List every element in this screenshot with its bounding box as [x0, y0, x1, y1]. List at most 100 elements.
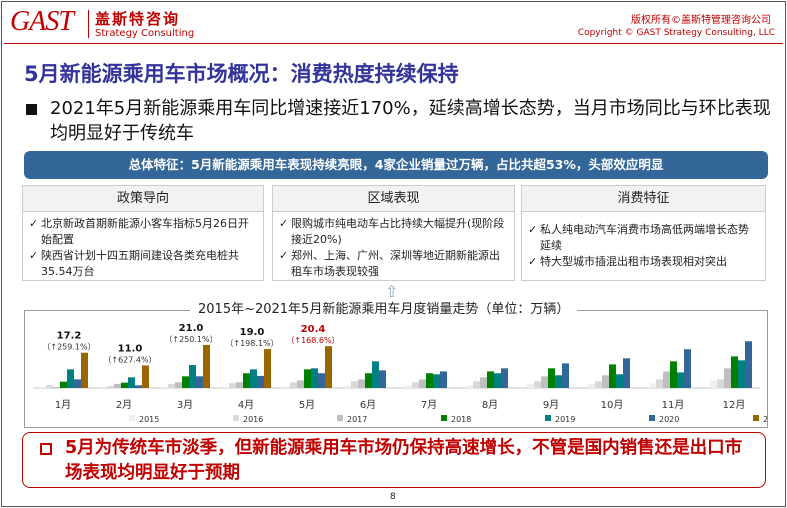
bar-2016-8	[473, 381, 480, 388]
policy-box: 政策导向 ✓ 北京新政首期新能源小客车指标5月26日开始配置 ✓ 陕西省计划十四五期…	[22, 185, 264, 281]
bar-2018-10	[609, 364, 616, 388]
bullet-text: 2021年5月新能源乘用车同比增速接近170%，延续高增长态势，当月市场同比与环…	[50, 98, 771, 144]
legend-swatch-2016	[233, 415, 239, 421]
bar-2015-11	[649, 383, 656, 388]
bar-2018-11	[670, 361, 677, 388]
header-divider	[4, 43, 783, 44]
item-text: 限购城市纯电动车占比持续大幅提升(现阶段接近20%)	[291, 217, 505, 246]
bar-2017-7	[419, 379, 426, 388]
bar-2020-10	[623, 358, 630, 388]
sales-chart: 1月 17.2 （↑259.1%） 2月 11.0 （↑627.4%） 3月 21.0 （↑25…	[24, 310, 783, 428]
bar-2019-11	[677, 372, 684, 388]
region-box: 区域表现 ✓ 限购城市纯电动车占比持续大幅提升(现阶段接近20%) ✓ 郑州、上海、…	[272, 185, 515, 281]
bar-2020-8	[501, 368, 508, 388]
bar-2015-3	[161, 387, 168, 388]
bar-2018-6	[365, 373, 372, 388]
hollow-square-icon	[40, 443, 52, 455]
box-header: 政策导向	[23, 186, 263, 212]
copyright-cn: 版权所有©盖斯特管理咨询公司	[631, 15, 771, 26]
gast-logo: GAST	[10, 6, 74, 37]
legend-label: 2021	[763, 415, 767, 424]
bar-2017-2	[114, 383, 121, 388]
legend-swatch-2015	[129, 415, 135, 421]
month-label: 8月	[482, 399, 498, 411]
page-number: 8	[390, 492, 396, 502]
bar-2019-7	[433, 374, 440, 388]
data-label-value: 17.2	[57, 331, 82, 342]
bar-2016-7	[412, 382, 419, 388]
bar-2017-8	[480, 377, 487, 388]
bar-2017-9	[541, 376, 548, 388]
data-label-growth: （↑168.6%）	[286, 336, 339, 345]
check-icon: ✓	[279, 217, 289, 230]
bar-2019-6	[372, 361, 379, 388]
check-icon: ✓	[528, 223, 538, 236]
item-text: 郑州、上海、广州、深圳等地近期新能源出租车市场表现较强	[291, 249, 500, 278]
bar-2016-2	[107, 385, 114, 388]
data-label-value: 19.0	[240, 327, 265, 338]
bar-2015-6	[344, 385, 351, 388]
bar-2017-6	[358, 379, 365, 388]
bar-2016-6	[351, 381, 358, 388]
legend-swatch-2018	[441, 415, 447, 421]
data-label-value: 11.0	[118, 343, 143, 354]
bar-2016-12	[717, 379, 724, 388]
bar-2020-9	[562, 363, 569, 388]
bar-2015-9	[527, 383, 534, 388]
bar-2018-1	[60, 381, 67, 388]
bar-2020-4	[257, 375, 264, 388]
bar-2017-3	[175, 382, 182, 388]
list-item: ✓ 郑州、上海、广州、深圳等地近期新能源出租车市场表现较强	[279, 248, 508, 280]
logo-divider	[88, 10, 89, 38]
bar-2018-12	[731, 356, 738, 388]
page-title: 5月新能源乘用车市场概况：消费热度持续保持	[24, 62, 459, 86]
bar-2020-5	[318, 373, 325, 388]
box-header: 消费特征	[522, 186, 765, 212]
legend-label: 2015	[139, 415, 159, 424]
bar-2021-1	[81, 352, 88, 388]
bar-2020-6	[379, 370, 386, 388]
legend-label: 2017	[347, 415, 367, 424]
check-icon: ✓	[29, 217, 39, 230]
bar-2015-5	[283, 386, 290, 388]
month-label: 7月	[421, 399, 437, 411]
brand-name-en: Strategy Consulting	[95, 28, 195, 39]
bar-2016-4	[229, 383, 236, 388]
bar-2016-10	[595, 381, 602, 388]
box-header: 区域表现	[273, 186, 514, 212]
month-label: 12月	[723, 399, 746, 411]
bar-2020-12	[745, 341, 752, 388]
month-label: 2月	[116, 399, 132, 411]
data-label-growth: （↑627.4%）	[103, 355, 156, 364]
item-text: 北京新政首期新能源小客车指标5月26日开始配置	[41, 217, 249, 246]
bar-2019-4	[250, 369, 257, 388]
data-label-value: 21.0	[179, 323, 204, 334]
item-text: 陕西省计划十四五期间建设各类充电桩共35.54万台	[41, 249, 239, 278]
month-label: 9月	[543, 399, 559, 411]
month-label: 6月	[360, 399, 376, 411]
bar-2019-1	[67, 369, 74, 388]
legend-label: 2018	[451, 415, 471, 424]
list-item: ✓ 陕西省计划十四五期间建设各类充电桩共35.54万台	[29, 248, 257, 280]
bar-2015-12	[710, 380, 717, 388]
bar-2016-9	[534, 381, 541, 388]
bar-2018-3	[182, 376, 189, 388]
month-label: 4月	[238, 399, 254, 411]
bar-2018-7	[426, 373, 433, 388]
bar-2019-9	[555, 375, 562, 388]
legend-swatch-2020	[649, 415, 655, 421]
list-item: ✓ 特大型城市插混出租市场表现相对突出	[528, 254, 759, 270]
summary-banner: 总体特征：5月新能源乘用车表现持续亮眼，4家企业销量过万辆，占比共超53%，头部…	[24, 151, 768, 179]
bar-2019-3	[189, 365, 196, 388]
legend-label: 2016	[243, 415, 263, 424]
legend-swatch-2021	[753, 415, 759, 421]
data-label-growth: （↑259.1%）	[42, 343, 95, 352]
legend-swatch-2019	[545, 415, 551, 421]
item-text: 私人纯电动汽车消费市场高低两端增长态势延续	[540, 223, 749, 252]
bar-2016-11	[656, 379, 663, 388]
bar-2018-2	[121, 382, 128, 388]
month-label: 1月	[55, 399, 71, 411]
bullet-point: 2021年5月新能源乘用车同比增速接近170%，延续高增长态势，当月市场同比与环…	[22, 96, 782, 146]
bar-2016-5	[290, 382, 297, 388]
item-text: 特大型城市插混出租市场表现相对突出	[540, 255, 727, 268]
